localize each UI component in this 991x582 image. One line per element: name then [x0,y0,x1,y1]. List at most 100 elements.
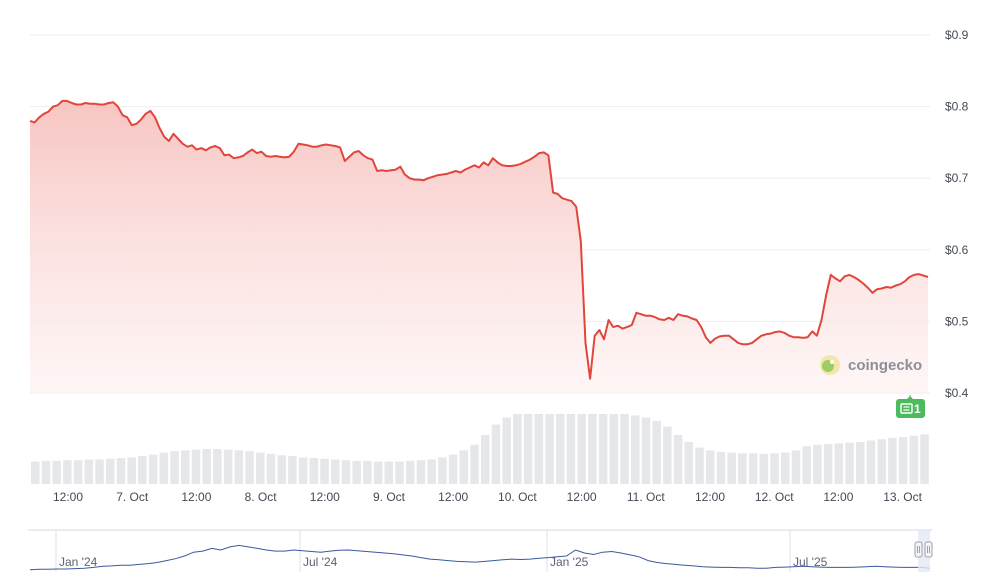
volume-bar [223,449,233,484]
volume-bar [727,452,736,484]
volume-bar [116,458,126,484]
volume-bar [588,414,597,484]
volume-bar [673,435,683,484]
volume-bar [406,460,415,484]
volume-bar [706,450,715,484]
x-tick-label: 12:00 [53,490,83,504]
volume-bar [770,453,779,484]
volume-bar [363,460,372,484]
navigator-tick-label: Jan '25 [550,555,589,569]
volume-bar [309,458,319,484]
volume-bar [920,434,929,484]
volume-bar [138,456,147,484]
volume-bar [684,442,694,484]
volume-bar [877,439,886,484]
navigator-tick-label: Jan '24 [59,555,98,569]
navigator-series [29,544,931,571]
y-axis: $0.9 $0.8 $0.7 $0.6 $0.5 $0.4 [945,28,969,400]
y-tick-label: $0.5 [945,314,969,328]
volume-bar [448,454,458,484]
volume-bar [738,453,747,484]
volume-bar [716,451,726,484]
navigator-selection[interactable] [918,530,930,572]
volume-bar [823,444,833,484]
volume-bar [298,457,308,484]
volume-bar [427,459,436,484]
volume-bar [620,414,629,484]
navigator-tick-label: Jul '25 [793,555,828,569]
navigator-handle[interactable] [914,541,923,558]
volume-bar [631,415,640,484]
volume-bar [598,414,608,484]
x-tick-label: 8. Oct [245,490,278,504]
volume-bar [566,414,576,484]
y-tick-label: $0.6 [945,243,969,257]
volume-bar [266,453,276,484]
volume-bar [909,435,919,484]
volume-bar [31,461,40,484]
volume-bar [213,449,222,484]
volume-bar [641,417,651,484]
volume-bar [845,442,854,484]
volume-bar [556,414,565,484]
volume-bar [73,460,83,484]
price-area-fill [30,100,928,394]
volume-bar [416,460,426,484]
y-tick-label: $0.7 [945,171,969,185]
news-badge-count: 1 [914,402,921,416]
volume-bar [513,414,522,484]
volume-bar [813,444,822,484]
navigator-handle-right[interactable] [924,541,933,558]
volume-bar [834,443,844,484]
x-tick-label: 12:00 [823,490,853,504]
volume-bar [352,460,361,484]
volume-bar [331,459,340,484]
volume-bar [652,421,661,484]
volume-bar [181,450,190,484]
volume-bar [695,447,704,484]
newspaper-icon [900,403,913,414]
volume-bar [288,456,297,484]
y-tick-label: $0.4 [945,386,969,400]
price-area [29,99,929,394]
volume-bar [781,452,790,484]
coingecko-logo: coingecko [820,355,922,375]
volume-bar [256,452,265,484]
volume-bar [320,458,329,484]
volume-bar [481,435,490,484]
volume-bar [373,461,383,484]
volume-bar [459,450,469,484]
x-tick-label: 11. Oct [627,490,665,504]
volume-bar [202,449,211,484]
volume-bar [470,444,479,484]
y-tick-label: $0.9 [945,28,969,42]
x-tick-label: 12:00 [438,490,468,504]
volume-bar [395,461,404,484]
gecko-icon-eye [830,360,834,364]
volume-bar [898,437,908,484]
volume-bar [748,453,758,484]
volume-bar [234,450,244,484]
volume-bar [791,450,801,484]
volume-bar [759,453,769,484]
range-navigator[interactable]: Jan '24 Jul '24 Jan '25 Jul '25 [28,529,933,572]
volume-bar [545,414,554,484]
volume-bar [148,454,158,484]
volume-bar [888,437,897,484]
volume-bar [866,440,876,484]
x-tick-label: 12:00 [567,490,597,504]
navigator-line [29,544,931,571]
x-tick-label: 12:00 [310,490,340,504]
navigator-ticks: Jan '24 Jul '24 Jan '25 Jul '25 [55,530,828,572]
news-badge[interactable]: 1 [896,395,925,418]
volume-bar [663,426,672,484]
volume-bar [523,414,533,484]
volume-bar [95,459,104,484]
volume-bar [802,446,811,484]
volume-bar [159,452,169,484]
volume-bar [384,461,394,484]
x-tick-label: 12:00 [181,490,211,504]
logo-text: coingecko [848,357,922,374]
volume-bar [63,460,72,484]
volume-bar [41,460,51,484]
